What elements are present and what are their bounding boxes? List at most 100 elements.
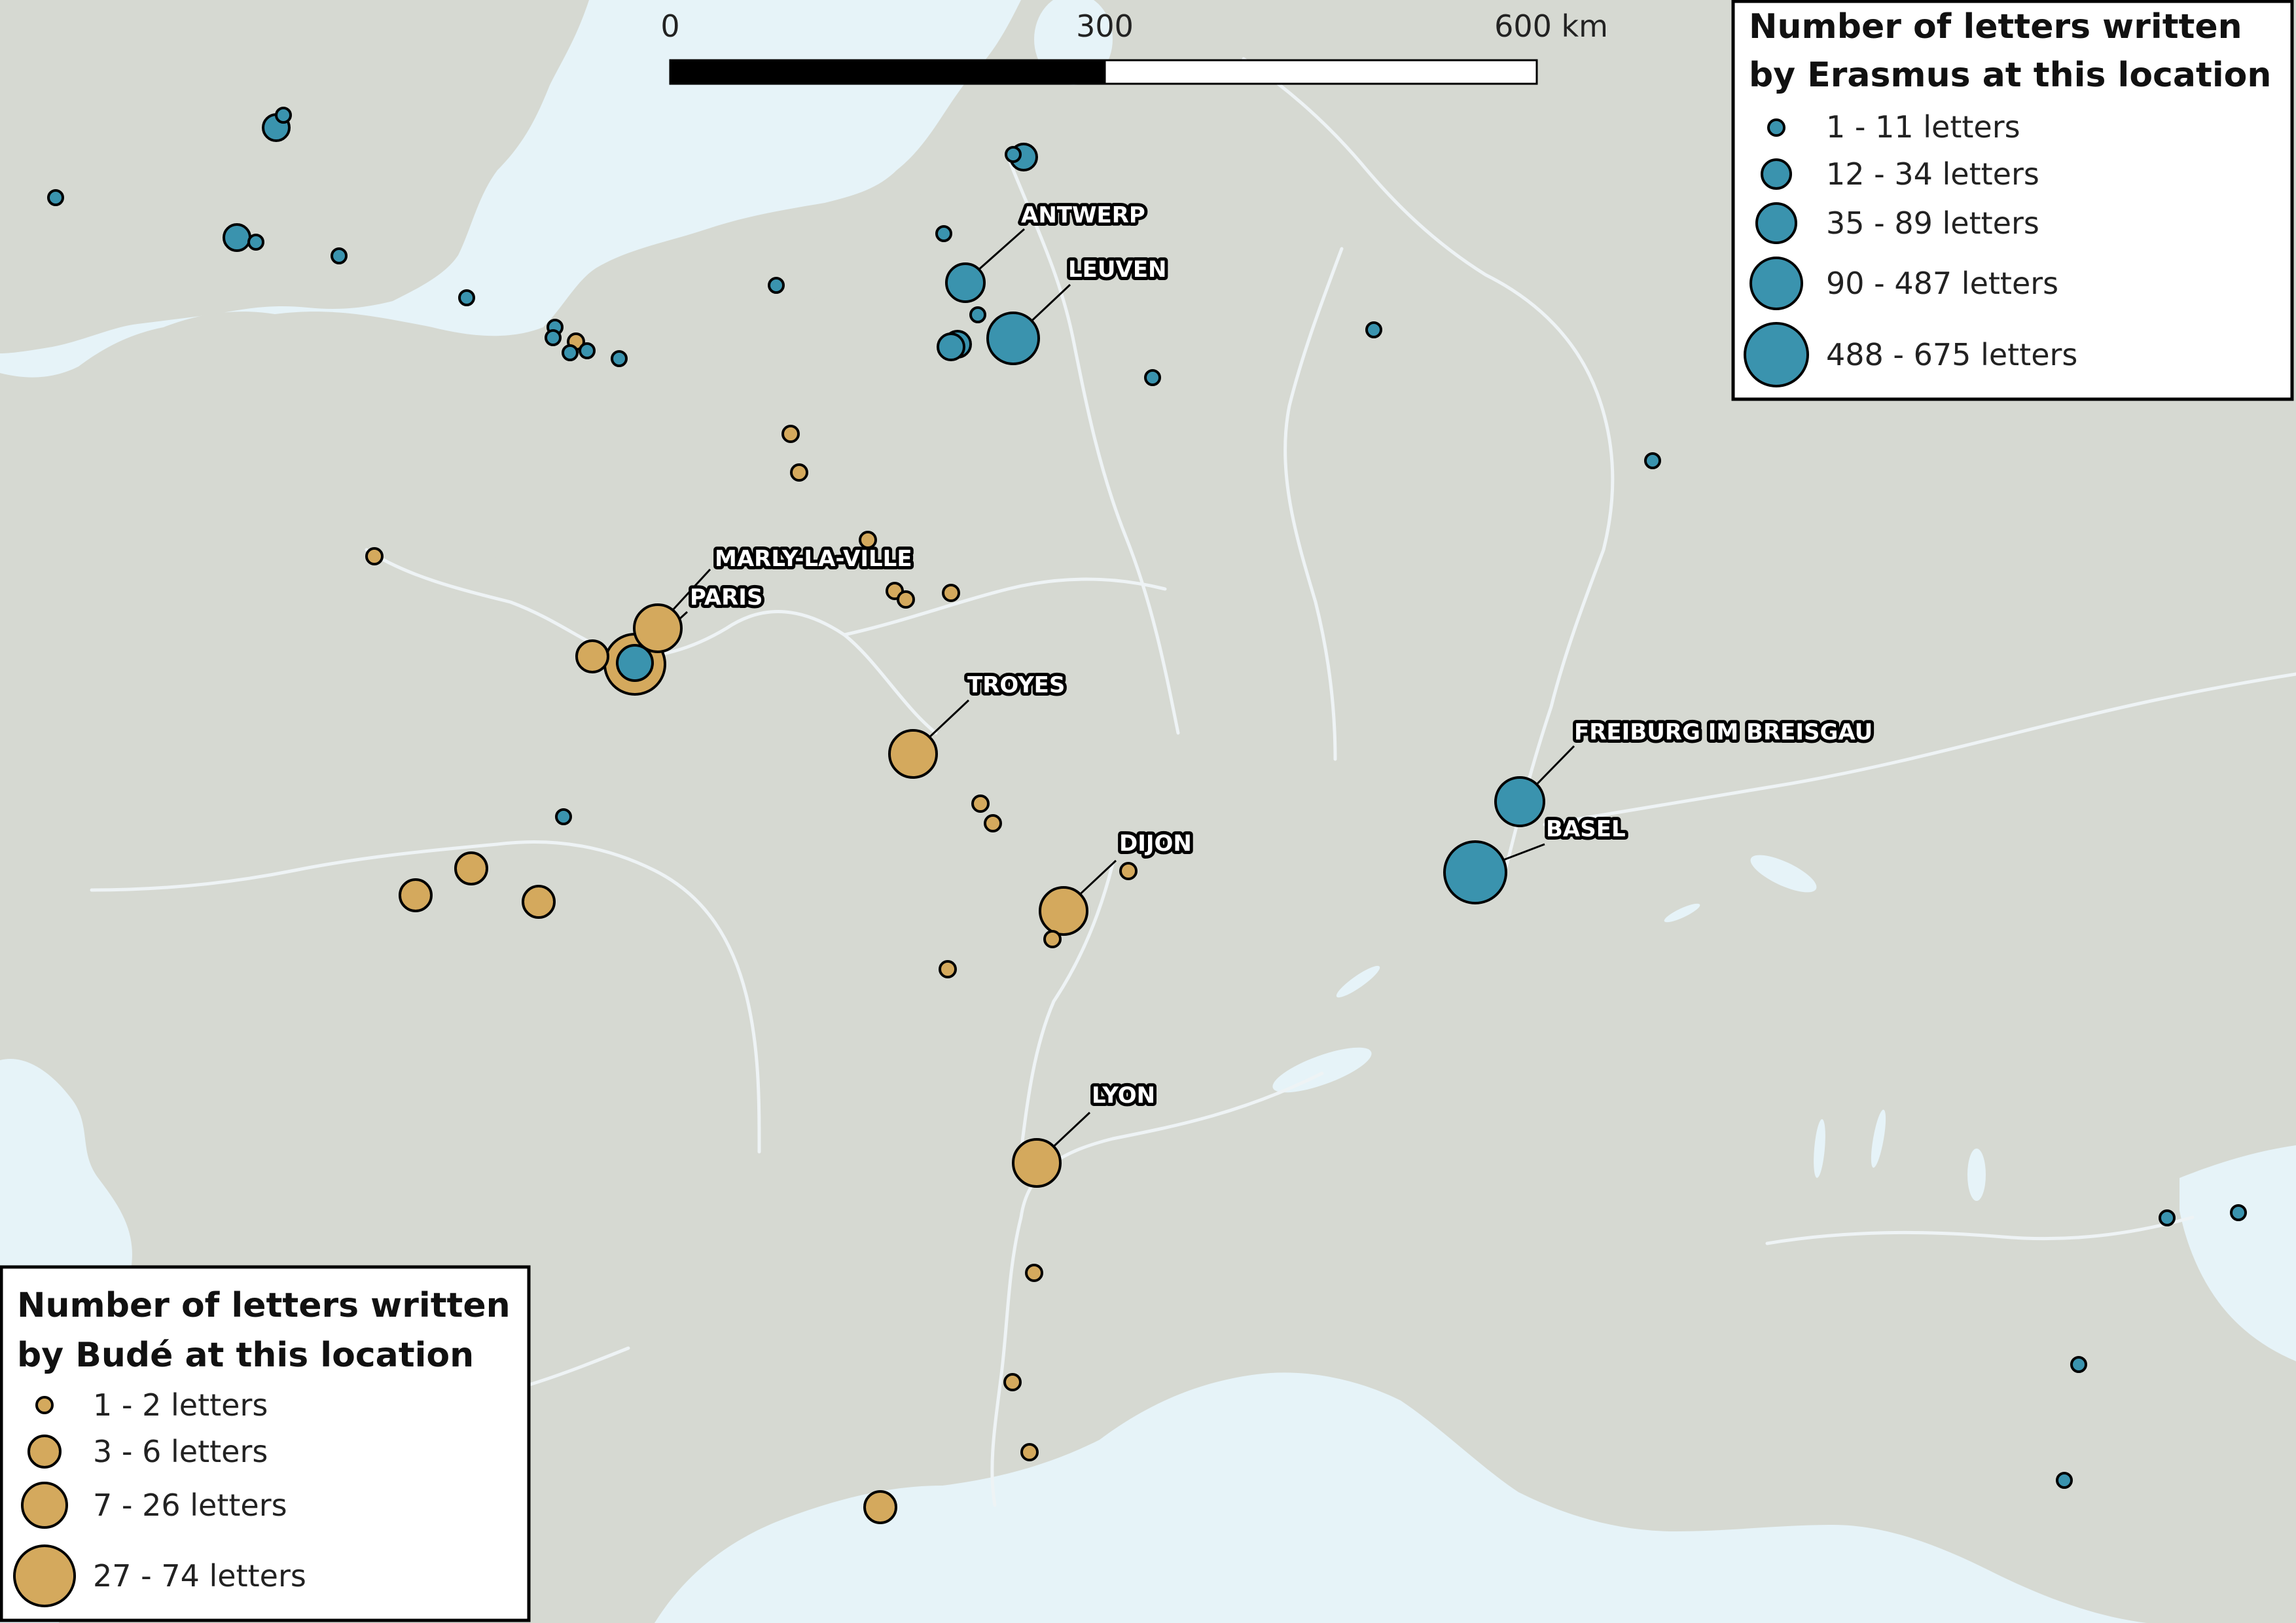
scale-label-600: 600 km: [1494, 9, 1608, 44]
bude-marker[interactable]: [1003, 1373, 1022, 1391]
scale-bar-white-segment: [1103, 59, 1538, 85]
bude-marker[interactable]: [984, 814, 1002, 832]
erasmus-marker[interactable]: [1494, 776, 1545, 827]
bude-marker[interactable]: [790, 463, 808, 482]
erasmus-marker[interactable]: [247, 234, 264, 251]
erasmus-marker[interactable]: [2159, 1209, 2176, 1226]
britain-land: [0, 0, 589, 353]
erasmus-marker[interactable]: [223, 223, 251, 252]
erasmus-marker[interactable]: [1365, 321, 1382, 338]
lake-como: [1871, 1109, 1886, 1168]
erasmus-marker[interactable]: [331, 247, 348, 264]
legend-erasmus-swatch-1: [1767, 118, 1785, 137]
lake-constance: [1750, 855, 1817, 893]
bude-marker[interactable]: [633, 603, 683, 653]
legend-erasmus-label-3: 35 - 89 letters: [1826, 205, 2039, 241]
legend-erasmus-swatch-4: [1749, 257, 1803, 310]
legend-bude-swatch-3: [21, 1482, 68, 1529]
bude-marker[interactable]: [1012, 1138, 1062, 1188]
erasmus-marker[interactable]: [768, 277, 785, 294]
scale-bar: 0 300 600 km: [660, 9, 1608, 85]
legend-erasmus-label-1: 1 - 11 letters: [1826, 109, 2020, 145]
river-po: [1765, 1215, 2195, 1245]
scale-bar-black-segment: [669, 59, 1106, 85]
erasmus-marker[interactable]: [937, 332, 965, 361]
legend-erasmus-label-5: 488 - 675 letters: [1826, 337, 2077, 372]
erasmus-marker[interactable]: [555, 808, 572, 825]
bude-marker[interactable]: [1025, 1264, 1043, 1282]
bude-marker[interactable]: [1039, 886, 1088, 936]
bude-marker[interactable]: [399, 878, 433, 912]
city-label-lyon: LYON: [1092, 1082, 1155, 1109]
rivers: [90, 57, 2296, 1507]
river-seine: [365, 548, 938, 735]
legend-bude-label-4: 27 - 74 letters: [93, 1558, 306, 1594]
bude-marker[interactable]: [1119, 862, 1138, 880]
bude-marker[interactable]: [1020, 1443, 1039, 1461]
legend-erasmus-title-line2: by Erasmus at this location: [1749, 56, 2271, 95]
erasmus-marker[interactable]: [562, 344, 579, 361]
bude-marker[interactable]: [454, 851, 488, 885]
erasmus-marker[interactable]: [1144, 369, 1161, 386]
erasmus-marker[interactable]: [458, 289, 475, 306]
river-saone: [1019, 862, 1115, 1154]
erasmus-marker[interactable]: [1443, 840, 1507, 904]
bude-marker[interactable]: [971, 794, 990, 813]
adriatic-sea: [2179, 1145, 2296, 1361]
bude-marker[interactable]: [365, 547, 384, 565]
erasmus-marker[interactable]: [2230, 1204, 2247, 1221]
bude-marker[interactable]: [575, 639, 609, 673]
lake-zurich: [1664, 903, 1700, 923]
erasmus-marker[interactable]: [1644, 452, 1661, 469]
erasmus-marker[interactable]: [616, 644, 654, 682]
erasmus-marker[interactable]: [986, 312, 1040, 365]
legend-bude-label-3: 7 - 26 letters: [93, 1488, 287, 1523]
city-label-paris: PARIS: [690, 584, 762, 611]
river-meuse: [1006, 155, 1180, 735]
legend-bude-label-1: 1 - 2 letters: [93, 1387, 268, 1423]
bude-marker[interactable]: [942, 584, 960, 602]
bude-marker[interactable]: [888, 729, 938, 779]
river-danube: [1543, 672, 2296, 827]
erasmus-marker[interactable]: [579, 342, 596, 359]
legend-bude-title-line2: by Budé at this location: [17, 1336, 474, 1375]
erasmus-marker[interactable]: [1005, 146, 1022, 163]
bude-marker[interactable]: [859, 531, 877, 549]
erasmus-marker[interactable]: [545, 329, 562, 346]
bude-marker[interactable]: [897, 590, 915, 609]
legend-erasmus-title-line1: Number of letters written: [1749, 7, 2242, 46]
legend-bude-swatch-2: [27, 1435, 62, 1469]
erasmus-markers: [47, 107, 2247, 1489]
city-label-troyes: TROYES: [967, 672, 1065, 698]
erasmus-marker[interactable]: [2056, 1472, 2073, 1489]
erasmus-marker[interactable]: [945, 262, 986, 303]
legend-bude-label-2: 3 - 6 letters: [93, 1434, 268, 1469]
bude-markers: [365, 332, 1138, 1524]
city-label-marly: MARLY-LA-VILLE: [715, 546, 912, 572]
river-loire: [90, 840, 761, 1154]
bude-marker[interactable]: [939, 960, 957, 978]
city-label-dijon: DIJON: [1119, 830, 1192, 857]
erasmus-marker[interactable]: [47, 189, 64, 206]
legend-erasmus-label-2: 12 - 34 letters: [1826, 156, 2039, 192]
city-label-antwerp: ANTWERP: [1021, 202, 1145, 228]
city-labels: ANTWERP LEUVEN MARLY-LA-VILLE PARIS TROY…: [687, 199, 1876, 1112]
bude-marker[interactable]: [522, 885, 556, 919]
erasmus-marker[interactable]: [275, 107, 292, 124]
city-label-leuven: LEUVEN: [1068, 257, 1167, 283]
scale-label-300: 300: [1076, 9, 1134, 44]
erasmus-marker[interactable]: [969, 306, 986, 323]
erasmus-marker[interactable]: [611, 350, 628, 367]
erasmus-marker[interactable]: [935, 225, 952, 242]
erasmus-marker[interactable]: [2070, 1356, 2087, 1373]
bude-marker[interactable]: [1043, 930, 1062, 948]
river-marne: [842, 577, 1167, 637]
legend-bude-swatch-4: [13, 1544, 76, 1607]
mediterranean-sea: [655, 1372, 2147, 1623]
bude-marker[interactable]: [781, 425, 800, 443]
city-label-basel: BASEL: [1546, 816, 1626, 842]
bude-marker[interactable]: [863, 1490, 897, 1524]
